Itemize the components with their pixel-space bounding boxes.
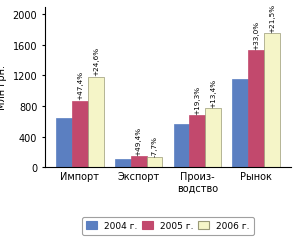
Bar xyxy=(248,51,264,168)
Text: +13,4%: +13,4% xyxy=(210,78,216,107)
Bar xyxy=(232,80,248,168)
Bar xyxy=(189,116,205,168)
Bar xyxy=(147,158,162,168)
Text: +33,0%: +33,0% xyxy=(253,21,259,50)
Bar xyxy=(72,101,88,168)
Text: +47,4%: +47,4% xyxy=(77,71,83,100)
Legend: 2004 г., 2005 г., 2006 г.: 2004 г., 2005 г., 2006 г. xyxy=(82,217,254,235)
Bar xyxy=(131,156,147,168)
Bar xyxy=(174,124,189,168)
Text: +49,4%: +49,4% xyxy=(136,126,142,155)
Text: +21,5%: +21,5% xyxy=(269,4,275,33)
Bar xyxy=(56,119,72,168)
Bar xyxy=(88,77,104,168)
Bar xyxy=(264,34,280,168)
Bar xyxy=(115,160,131,168)
Bar xyxy=(205,108,221,168)
Text: -7,7%: -7,7% xyxy=(152,136,158,156)
Y-axis label: Млн грн.: Млн грн. xyxy=(0,65,7,110)
Text: +19,3%: +19,3% xyxy=(194,86,200,114)
Text: +24,6%: +24,6% xyxy=(93,47,99,76)
